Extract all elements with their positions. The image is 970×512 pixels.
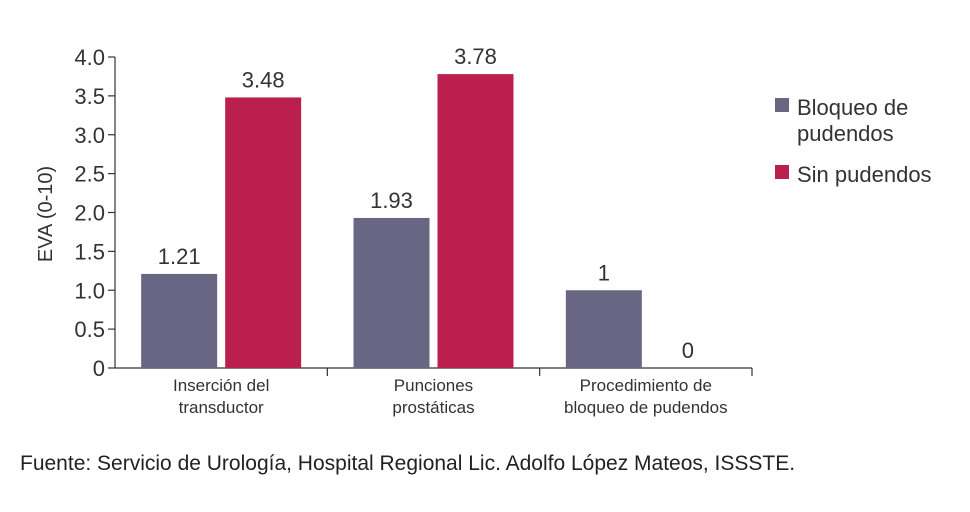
bars: 1.21 1.93 1 3.48 3.78 0 [141,44,694,369]
y-axis-label: EVA (0-10) [35,166,57,262]
data-label: 1.21 [158,244,201,269]
bar [225,97,302,369]
y-tick-label: 3.5 [74,84,105,109]
bar [353,217,430,368]
y-tick-label: 1.5 [74,239,105,264]
category-label: Inserción del [173,376,269,395]
y-tick-label: 4.0 [74,45,105,70]
category-label: bloqueo de pudendos [564,398,728,417]
data-label: 1.93 [370,188,413,213]
legend-swatch [775,98,789,112]
data-label: 3.78 [454,44,497,69]
y-tick-label: 2.5 [74,162,105,187]
y-tick-label: 1.0 [74,278,105,303]
source-note: Fuente: Servicio de Urología, Hospital R… [20,452,796,475]
y-tick-label: 2.0 [74,201,105,226]
bar [565,290,642,368]
y-tick-label: 0 [93,356,105,381]
data-label: 3.48 [242,67,285,92]
data-label: 0 [682,338,694,363]
legend-label: Sin pudendos [797,162,932,187]
category-label: Procedimiento de [580,376,712,395]
category-label: Punciones [394,376,473,395]
legend-label: Bloqueo de [797,95,908,120]
axes: 0 0.5 1.0 1.5 2.0 2.5 3.0 3.5 4.0 Inserción del tr… [74,45,753,417]
category-label: transductor [179,398,264,417]
bar-chart: EVA (0-10) 0 0.5 1.0 1.5 2.0 2.5 3.0 3.5 4.0 Inse… [35,44,932,417]
bar [141,273,218,368]
category-label: prostáticas [392,398,474,417]
legend-swatch [775,165,789,179]
y-tick-label: 3.0 [74,123,105,148]
bar [437,74,514,368]
y-tick-label: 0.5 [74,317,105,342]
legend-label: pudendos [797,121,894,146]
data-label: 1 [598,260,610,285]
